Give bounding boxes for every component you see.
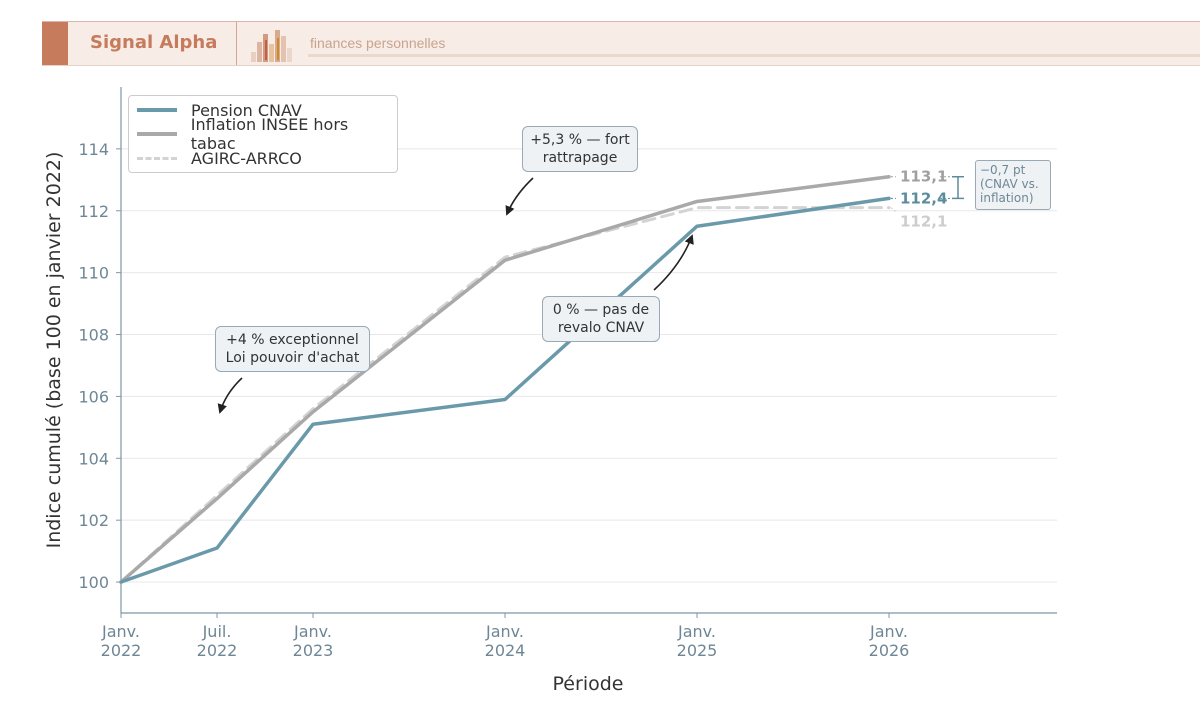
x-tick-label: 2023 [293,641,334,660]
y-tick-label: 110 [78,264,109,283]
x-tick-label: 2025 [677,641,718,660]
gap-line: inflation) [980,191,1034,205]
annotation-arrows [217,177,694,414]
x-axis-label: Période [553,673,624,695]
legend-swatch-inflation [137,132,177,136]
gap-line: −0,7 pt [980,163,1026,177]
legend-swatch-cnav [137,108,177,112]
x-tick-label: 2022 [197,641,238,660]
tick-labels: 100102104106108110112114Janv.2022Juil.20… [78,140,909,660]
x-tick-label: Janv. [677,622,716,641]
series-layer [119,174,891,584]
x-tick-label: 2022 [101,641,142,660]
legend-label: Inflation INSEE hors tabac [190,115,349,153]
axes [116,87,1057,618]
annotation-arrow [653,234,694,291]
end-label-leader [890,207,897,213]
brand-name: Signal Alpha [90,32,218,53]
annotation-arrow [217,377,243,414]
end-label: 112,1 [900,213,947,231]
header-accent-block [42,22,68,65]
header-band: Signal Alpha finances personnelles [42,21,1200,66]
annotation-line: +4 % exceptionnel [226,332,359,348]
annotation-callout: +4 % exceptionnel Loi pouvoir d'achat [215,326,370,372]
annotation-callout: +5,3 % — fort rattrapage [522,126,638,172]
series-line-agirc-arrco [119,206,891,584]
legend-item: Inflation INSEE hors tabac [137,115,397,153]
x-tick-label: Janv. [485,622,524,641]
x-tick-label: Janv. [869,622,908,641]
legend-label: Pension CNAV [191,100,302,120]
y-tick-label: 108 [78,326,109,345]
chart-legend: Pension CNAV Inflation INSEE hors tabac … [128,95,398,173]
y-tick-label: 102 [78,511,109,530]
series-line-inflation [119,174,891,584]
header-underline [308,54,1200,57]
end-labels: 113,1 112,4 112,1 [890,168,964,231]
x-tick-label: Juil. [202,622,232,641]
bar-chart-logo-icon [251,30,292,62]
annotation-arrow [505,177,534,216]
gap-line: (CNAV vs. [980,177,1039,191]
legend-item: Pension CNAV [137,99,302,121]
y-tick-label: 100 [78,573,109,592]
y-tick-label: 112 [78,202,109,221]
series-line-cnav [119,196,891,584]
header-subtitle: finances personnelles [310,35,446,51]
annotation-line: Loi pouvoir d'achat [225,350,360,366]
x-tick-label: 2026 [869,641,910,660]
annotation-callout: 0 % — pas de revalo CNAV [542,296,660,342]
legend-item: AGIRC-ARRCO [137,147,302,169]
gap-annotation: −0,7 pt (CNAV vs. inflation) [975,160,1051,210]
x-tick-label: Janv. [293,622,332,641]
header-separator [236,22,237,65]
legend-swatch-agirc [137,156,177,160]
end-label: 113,1 [900,168,947,186]
end-label: 112,4 [900,189,947,207]
annotation-line: rattrapage [542,150,618,166]
x-tick-label: 2024 [485,641,526,660]
y-tick-label: 106 [78,387,109,406]
legend-label: AGIRC-ARRCO [191,148,302,168]
y-tick-label: 104 [78,449,109,468]
y-tick-label: 114 [78,140,109,159]
x-tick-label: Janv. [101,622,140,641]
annotation-line: revalo CNAV [557,320,645,336]
annotation-line: +5,3 % — fort [530,132,630,148]
y-axis-label: Indice cumulé (base 100 en janvier 2022) [43,152,65,549]
annotation-line: 0 % — pas de [552,302,650,318]
